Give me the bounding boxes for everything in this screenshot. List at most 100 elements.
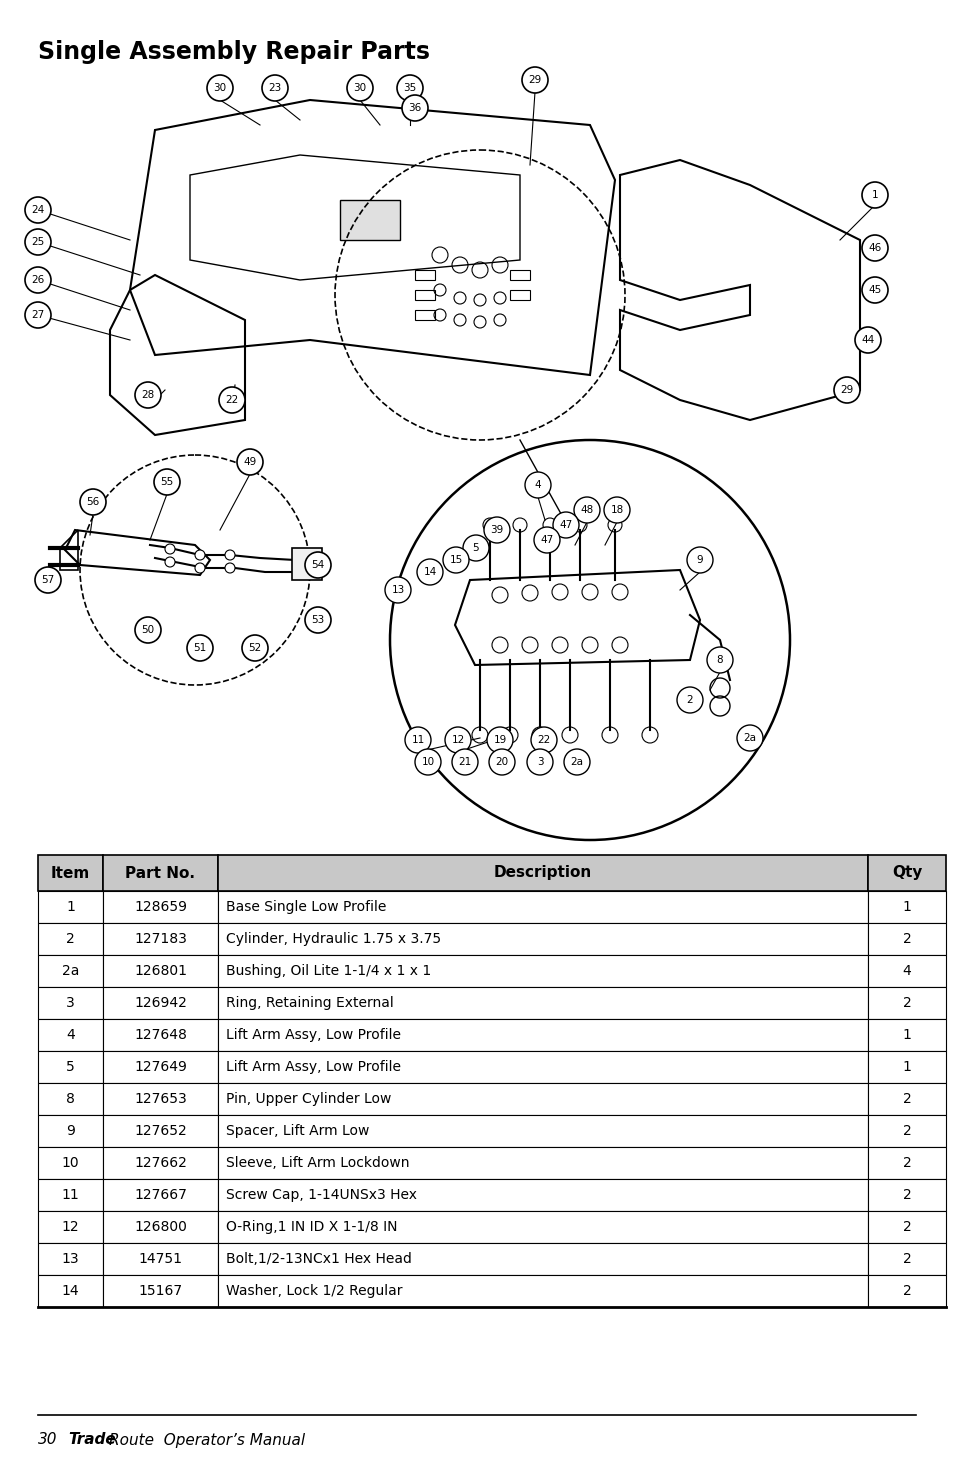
Text: 20: 20: [495, 757, 508, 767]
Circle shape: [553, 512, 578, 538]
Text: 48: 48: [579, 504, 593, 515]
Text: 9: 9: [66, 1124, 75, 1139]
Bar: [218, 1115, 867, 1148]
Text: 127649: 127649: [134, 1061, 187, 1074]
Text: 127653: 127653: [134, 1092, 187, 1106]
Text: 1: 1: [871, 190, 878, 201]
Text: 21: 21: [457, 757, 471, 767]
Circle shape: [25, 302, 51, 327]
Bar: [867, 923, 945, 954]
Text: Description: Description: [494, 866, 592, 881]
Circle shape: [833, 378, 859, 403]
Text: 18: 18: [610, 504, 623, 515]
Bar: [510, 291, 530, 299]
Bar: [415, 310, 435, 320]
Circle shape: [242, 636, 268, 661]
Bar: [218, 1179, 867, 1211]
Bar: [218, 954, 867, 987]
Text: Base Single Low Profile: Base Single Low Profile: [226, 900, 386, 914]
Circle shape: [225, 563, 234, 572]
Text: 10: 10: [421, 757, 435, 767]
Text: 22: 22: [225, 395, 238, 406]
Circle shape: [135, 617, 161, 643]
Circle shape: [574, 497, 599, 524]
Bar: [218, 1148, 867, 1179]
Bar: [867, 987, 945, 1019]
Circle shape: [236, 448, 263, 475]
Bar: [218, 1243, 867, 1274]
Bar: [103, 923, 218, 954]
Bar: [218, 891, 867, 923]
Text: 127183: 127183: [134, 932, 187, 945]
Text: 4: 4: [66, 1028, 74, 1041]
Text: Screw Cap, 1-14UNSx3 Hex: Screw Cap, 1-14UNSx3 Hex: [226, 1187, 416, 1202]
Bar: [38, 1274, 103, 1307]
Text: 51: 51: [193, 643, 207, 653]
Circle shape: [706, 648, 732, 673]
Circle shape: [531, 727, 557, 754]
Bar: [867, 1211, 945, 1243]
Bar: [103, 954, 218, 987]
Bar: [103, 987, 218, 1019]
Text: 3: 3: [66, 996, 74, 1010]
Circle shape: [194, 563, 205, 572]
Bar: [867, 1274, 945, 1307]
Text: 12: 12: [62, 1220, 79, 1235]
Bar: [103, 1179, 218, 1211]
Text: 2a: 2a: [570, 757, 583, 767]
Bar: [103, 1243, 218, 1274]
Bar: [867, 855, 945, 891]
Circle shape: [401, 94, 428, 121]
Text: 50: 50: [141, 625, 154, 636]
Circle shape: [521, 66, 547, 93]
Bar: [218, 855, 867, 891]
Bar: [339, 201, 399, 240]
Text: 22: 22: [537, 735, 550, 745]
Bar: [38, 855, 103, 891]
Text: 27: 27: [31, 310, 45, 320]
Text: Trade: Trade: [68, 1432, 115, 1447]
Text: 47: 47: [558, 521, 572, 530]
Text: 46: 46: [867, 243, 881, 254]
Text: 126942: 126942: [134, 996, 187, 1010]
Bar: [103, 1083, 218, 1115]
Text: 1: 1: [902, 1028, 910, 1041]
Circle shape: [524, 472, 551, 499]
Bar: [38, 1083, 103, 1115]
Text: 8: 8: [66, 1092, 75, 1106]
Circle shape: [677, 687, 702, 712]
Text: 35: 35: [403, 83, 416, 93]
Text: Part No.: Part No.: [126, 866, 195, 881]
Text: 36: 36: [408, 103, 421, 114]
Text: 2: 2: [902, 1285, 910, 1298]
Bar: [218, 1211, 867, 1243]
Bar: [38, 954, 103, 987]
Circle shape: [207, 75, 233, 100]
Text: 2: 2: [902, 1156, 910, 1170]
Bar: [38, 1148, 103, 1179]
Circle shape: [862, 181, 887, 208]
Circle shape: [854, 327, 880, 353]
Circle shape: [165, 544, 174, 555]
Text: 30: 30: [353, 83, 366, 93]
Bar: [867, 1243, 945, 1274]
Text: 1: 1: [902, 1061, 910, 1074]
Bar: [218, 1083, 867, 1115]
Circle shape: [603, 497, 629, 524]
Bar: [510, 270, 530, 280]
Bar: [103, 891, 218, 923]
Text: 13: 13: [391, 586, 404, 594]
Bar: [867, 1115, 945, 1148]
Circle shape: [563, 749, 589, 774]
Bar: [103, 1115, 218, 1148]
Text: 2: 2: [686, 695, 693, 705]
Bar: [218, 987, 867, 1019]
Text: 56: 56: [87, 497, 99, 507]
Circle shape: [862, 235, 887, 261]
Text: 53: 53: [311, 615, 324, 625]
Circle shape: [489, 749, 515, 774]
Text: 15167: 15167: [138, 1285, 182, 1298]
Bar: [38, 923, 103, 954]
Text: Washer, Lock 1/2 Regular: Washer, Lock 1/2 Regular: [226, 1285, 402, 1298]
Text: 5: 5: [472, 543, 478, 553]
